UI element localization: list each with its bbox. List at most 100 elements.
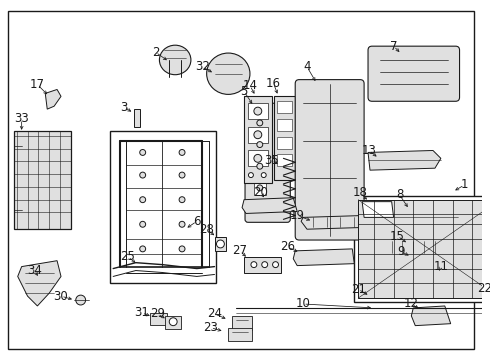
Text: 13: 13	[362, 144, 376, 157]
Bar	[386, 241, 447, 253]
Text: 18: 18	[353, 186, 368, 199]
Text: 17: 17	[30, 78, 45, 91]
Text: 32: 32	[196, 60, 210, 73]
Bar	[149, 313, 167, 325]
FancyBboxPatch shape	[245, 103, 290, 222]
Bar	[232, 316, 252, 329]
Text: 29: 29	[150, 307, 165, 320]
Circle shape	[140, 197, 146, 203]
Bar	[276, 154, 292, 166]
Bar	[254, 181, 266, 195]
Circle shape	[140, 172, 146, 178]
Circle shape	[257, 163, 263, 169]
Text: 21: 21	[351, 283, 366, 296]
Bar	[254, 116, 266, 130]
Circle shape	[169, 318, 177, 326]
Circle shape	[179, 246, 185, 252]
Text: 4: 4	[303, 60, 311, 73]
Polygon shape	[362, 202, 393, 217]
Text: 5: 5	[241, 85, 248, 98]
Text: 2: 2	[152, 46, 159, 59]
Circle shape	[254, 131, 262, 139]
Circle shape	[140, 246, 146, 252]
Text: 35: 35	[264, 154, 279, 167]
Circle shape	[179, 221, 185, 227]
Text: 34: 34	[27, 264, 42, 277]
Text: 16: 16	[266, 77, 281, 90]
Bar	[276, 101, 292, 113]
Text: 12: 12	[404, 297, 419, 310]
Text: 10: 10	[295, 297, 311, 310]
Text: 1: 1	[461, 179, 468, 192]
Polygon shape	[411, 306, 451, 326]
Polygon shape	[431, 267, 465, 286]
Text: 9: 9	[398, 245, 405, 258]
Bar	[134, 109, 140, 127]
Bar	[14, 131, 71, 229]
Polygon shape	[301, 215, 370, 229]
Circle shape	[76, 295, 86, 305]
Polygon shape	[382, 253, 455, 267]
Bar	[254, 159, 266, 173]
Text: 7: 7	[390, 40, 397, 53]
Bar	[254, 138, 266, 152]
Text: 25: 25	[121, 250, 135, 263]
Text: 30: 30	[53, 289, 69, 303]
Bar	[215, 237, 226, 251]
Bar	[244, 257, 281, 273]
Circle shape	[261, 172, 266, 177]
Text: 14: 14	[243, 79, 257, 92]
Bar	[165, 316, 181, 329]
Polygon shape	[390, 208, 465, 229]
Circle shape	[257, 120, 263, 126]
Circle shape	[179, 197, 185, 203]
Text: 31: 31	[134, 306, 149, 319]
Bar	[244, 96, 271, 183]
Circle shape	[251, 262, 257, 267]
FancyBboxPatch shape	[368, 46, 460, 101]
Text: 6: 6	[193, 215, 200, 228]
Text: 27: 27	[233, 244, 247, 257]
Text: 8: 8	[396, 188, 403, 201]
Polygon shape	[368, 150, 441, 170]
Text: 24: 24	[207, 307, 222, 320]
Text: 28: 28	[199, 223, 214, 236]
Bar	[248, 127, 268, 143]
Polygon shape	[18, 261, 61, 306]
Circle shape	[140, 221, 146, 227]
Text: 23: 23	[203, 321, 218, 334]
Circle shape	[140, 149, 146, 156]
Bar	[297, 156, 305, 219]
Circle shape	[254, 107, 262, 115]
Text: 3: 3	[121, 101, 128, 114]
Polygon shape	[293, 249, 354, 266]
Bar	[276, 119, 292, 131]
Circle shape	[272, 262, 278, 267]
Circle shape	[257, 141, 263, 148]
Bar	[248, 150, 268, 166]
Bar	[110, 131, 217, 283]
Text: 26: 26	[280, 240, 295, 253]
Text: 19: 19	[290, 209, 305, 222]
Text: 22: 22	[477, 282, 490, 295]
Circle shape	[257, 185, 263, 191]
Bar	[276, 137, 292, 149]
Text: 20: 20	[253, 186, 268, 199]
Text: 15: 15	[390, 230, 405, 243]
Text: 11: 11	[433, 260, 448, 273]
Ellipse shape	[207, 53, 250, 94]
Polygon shape	[45, 90, 61, 109]
Polygon shape	[358, 200, 490, 298]
FancyBboxPatch shape	[295, 80, 364, 240]
Circle shape	[179, 149, 185, 156]
Text: 33: 33	[14, 112, 29, 126]
Circle shape	[254, 154, 262, 162]
Circle shape	[248, 172, 253, 177]
Bar	[354, 196, 490, 302]
Bar	[382, 211, 451, 275]
Bar	[228, 328, 252, 341]
Bar	[273, 96, 295, 180]
Circle shape	[262, 262, 268, 267]
Bar	[248, 103, 268, 119]
Circle shape	[217, 240, 224, 248]
